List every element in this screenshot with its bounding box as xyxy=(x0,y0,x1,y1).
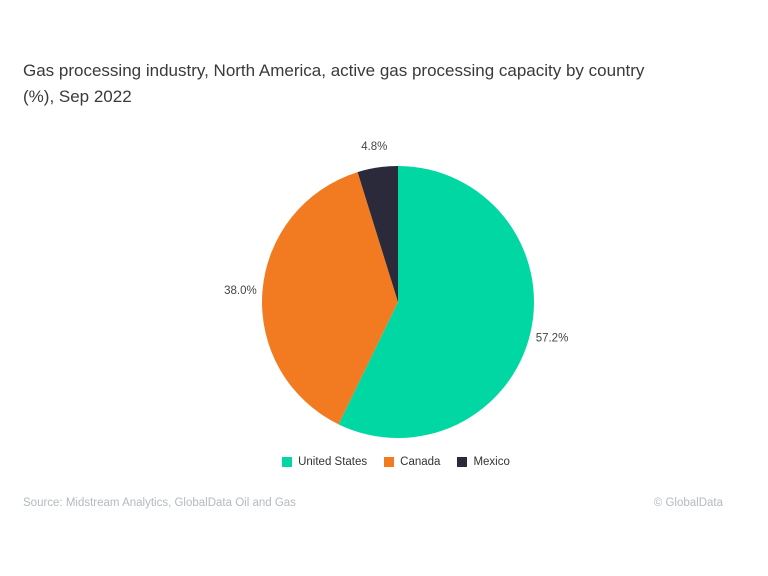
legend-swatch-mexico xyxy=(457,457,468,467)
pie-slice-canada xyxy=(261,172,398,425)
copyright-note: © GlobalData xyxy=(653,497,723,509)
legend-item-united-states: United States xyxy=(282,456,367,468)
pie-value-label-mexico: 4.8% xyxy=(361,141,387,153)
chart-title: Gas processing industry, North America, … xyxy=(23,58,754,110)
legend-label-mexico: Mexico xyxy=(473,456,510,468)
legend-swatch-canada xyxy=(384,457,395,467)
source-note: Source: Midstream Analytics, GlobalData … xyxy=(23,497,296,509)
chart-legend: United States Canada Mexico xyxy=(12,456,768,468)
legend-label-canada: Canada xyxy=(400,456,441,468)
legend-item-mexico: Mexico xyxy=(457,456,510,468)
chart-title-line1: Gas processing industry, North America, … xyxy=(23,61,645,80)
legend-item-canada: Canada xyxy=(384,456,440,468)
pie-value-label-canada: 38.0% xyxy=(224,285,257,297)
pie-value-label-united-states: 57.2% xyxy=(536,332,569,344)
pie-slice-united-states xyxy=(338,166,534,438)
legend-swatch-united-states xyxy=(282,457,293,467)
pie-slice-mexico xyxy=(357,166,398,302)
chart-title-line2: (%), Sep 2022 xyxy=(23,87,132,106)
legend-label-united-states: United States xyxy=(298,456,368,468)
